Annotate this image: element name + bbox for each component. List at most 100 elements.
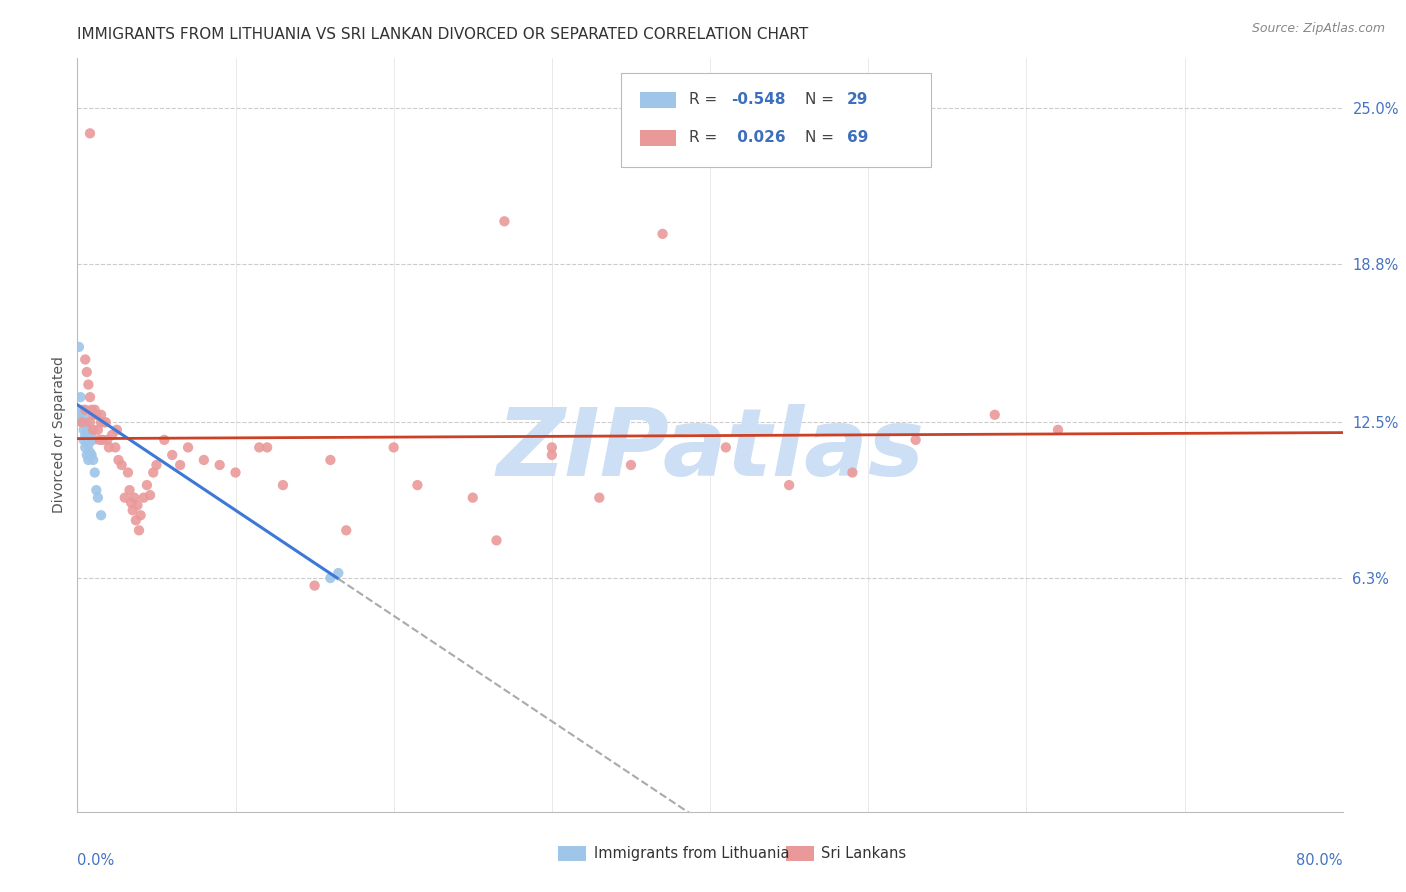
Point — [90, 408, 112, 422]
Point — [75, 415, 97, 429]
Point — [841, 466, 863, 480]
Point — [177, 441, 200, 455]
Point — [89, 433, 111, 447]
Point — [73, 433, 96, 447]
Point — [129, 508, 152, 523]
Point — [82, 423, 104, 437]
Point — [169, 458, 191, 472]
Point — [778, 478, 800, 492]
Text: R =: R = — [689, 129, 721, 145]
Point — [101, 428, 124, 442]
Text: IMMIGRANTS FROM LITHUANIA VS SRI LANKAN DIVORCED OR SEPARATED CORRELATION CHART: IMMIGRANTS FROM LITHUANIA VS SRI LANKAN … — [77, 27, 808, 42]
Point — [86, 483, 108, 497]
Text: Sri Lankans: Sri Lankans — [821, 847, 907, 862]
Point — [69, 390, 91, 404]
Point — [104, 441, 127, 455]
Point — [256, 441, 278, 455]
Point — [225, 466, 247, 480]
Point — [124, 491, 146, 505]
Point — [139, 488, 162, 502]
Point — [82, 408, 104, 422]
Text: 69: 69 — [846, 129, 868, 145]
Point — [96, 433, 118, 447]
Point — [87, 423, 110, 437]
Point — [70, 415, 93, 429]
Point — [75, 428, 97, 442]
Point — [540, 441, 562, 455]
Point — [105, 423, 128, 437]
Text: Source: ZipAtlas.com: Source: ZipAtlas.com — [1251, 22, 1385, 36]
Point — [73, 423, 96, 437]
Text: 29: 29 — [846, 92, 868, 107]
Point — [120, 496, 142, 510]
FancyBboxPatch shape — [641, 92, 676, 109]
Point — [82, 433, 104, 447]
FancyBboxPatch shape — [558, 847, 586, 862]
FancyBboxPatch shape — [641, 129, 676, 146]
Text: 0.026: 0.026 — [731, 129, 785, 145]
Text: Immigrants from Lithuania: Immigrants from Lithuania — [593, 847, 789, 862]
Point — [86, 408, 108, 422]
Point — [76, 365, 98, 379]
Y-axis label: Divorced or Separated: Divorced or Separated — [52, 357, 66, 513]
Point — [145, 458, 167, 472]
Point — [1046, 423, 1069, 437]
Point — [82, 453, 104, 467]
Text: R =: R = — [689, 92, 721, 107]
Point — [80, 402, 103, 417]
Point — [90, 415, 112, 429]
Point — [111, 458, 132, 472]
Point — [79, 127, 101, 141]
Point — [984, 408, 1007, 422]
Point — [142, 466, 165, 480]
Point — [70, 402, 93, 417]
Point — [69, 408, 91, 422]
Point — [77, 453, 100, 467]
Text: ZIPatlas: ZIPatlas — [496, 404, 924, 496]
Point — [494, 214, 516, 228]
Point — [620, 458, 643, 472]
Text: 80.0%: 80.0% — [1296, 853, 1343, 868]
Point — [117, 466, 139, 480]
Point — [118, 483, 141, 497]
Point — [73, 410, 96, 425]
Point — [75, 352, 97, 367]
Point — [79, 415, 101, 429]
Point — [153, 433, 176, 447]
Text: 0.0%: 0.0% — [77, 853, 114, 868]
Point — [247, 441, 270, 455]
Point — [75, 441, 97, 455]
Point — [94, 415, 117, 429]
Point — [91, 433, 114, 447]
Point — [70, 415, 93, 429]
FancyBboxPatch shape — [621, 73, 932, 168]
Point — [83, 466, 105, 480]
Point — [208, 458, 231, 472]
Point — [77, 428, 100, 442]
Point — [77, 377, 100, 392]
Point — [304, 579, 326, 593]
Point — [76, 448, 98, 462]
Point — [76, 433, 98, 447]
Point — [540, 448, 562, 462]
Point — [75, 402, 97, 417]
Point — [121, 503, 143, 517]
Point — [93, 415, 115, 429]
Point — [271, 478, 294, 492]
Point — [162, 448, 183, 462]
Point — [76, 420, 98, 434]
Point — [406, 478, 429, 492]
Point — [87, 491, 110, 505]
Point — [67, 340, 90, 354]
Point — [135, 478, 157, 492]
Point — [382, 441, 405, 455]
Point — [319, 453, 342, 467]
FancyBboxPatch shape — [786, 847, 814, 862]
Point — [107, 453, 129, 467]
Point — [77, 438, 100, 452]
Point — [83, 402, 105, 417]
Point — [904, 433, 927, 447]
Text: N =: N = — [806, 129, 839, 145]
Text: -0.548: -0.548 — [731, 92, 786, 107]
Text: N =: N = — [806, 92, 839, 107]
